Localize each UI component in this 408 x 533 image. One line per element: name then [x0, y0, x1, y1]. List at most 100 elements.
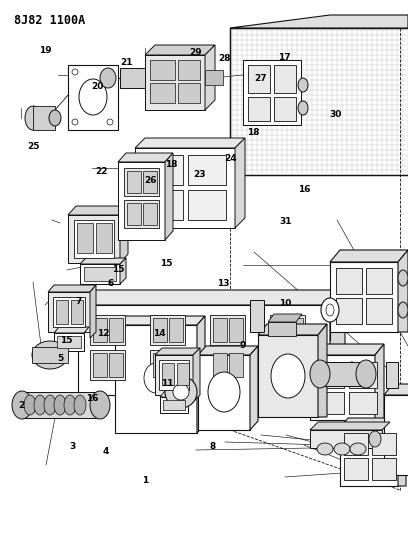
Bar: [188, 190, 226, 220]
Text: 4: 4: [102, 448, 109, 456]
Bar: [93, 318, 107, 342]
Bar: [32, 347, 68, 363]
Bar: [124, 200, 159, 228]
Text: 14: 14: [153, 329, 165, 337]
Bar: [273, 353, 287, 377]
Ellipse shape: [79, 79, 107, 115]
Bar: [386, 362, 398, 388]
Bar: [124, 168, 159, 196]
Bar: [330, 262, 398, 332]
Polygon shape: [80, 258, 126, 264]
Ellipse shape: [72, 69, 78, 75]
Bar: [289, 318, 303, 342]
Polygon shape: [230, 28, 408, 175]
Ellipse shape: [350, 443, 366, 455]
Ellipse shape: [32, 341, 68, 369]
Bar: [68, 215, 120, 263]
Bar: [71, 300, 83, 324]
Polygon shape: [48, 285, 96, 292]
Text: 15: 15: [160, 260, 172, 268]
Ellipse shape: [144, 363, 168, 393]
Polygon shape: [250, 346, 258, 430]
Polygon shape: [118, 153, 173, 162]
Bar: [169, 353, 183, 377]
Text: 18: 18: [247, 128, 259, 136]
Bar: [366, 298, 392, 324]
Ellipse shape: [398, 270, 408, 286]
Bar: [143, 203, 157, 225]
Bar: [320, 362, 366, 386]
Bar: [145, 190, 183, 220]
Bar: [160, 397, 188, 413]
Text: 16: 16: [298, 185, 310, 193]
Bar: [109, 318, 123, 342]
Bar: [372, 433, 396, 455]
Bar: [115, 325, 197, 433]
Bar: [273, 318, 287, 342]
Polygon shape: [120, 258, 126, 284]
Text: 15: 15: [60, 336, 73, 344]
Bar: [120, 68, 145, 88]
Bar: [250, 300, 264, 332]
Ellipse shape: [100, 68, 116, 88]
Bar: [150, 60, 175, 80]
Text: 17: 17: [278, 53, 290, 62]
Bar: [310, 355, 375, 420]
Bar: [349, 392, 377, 414]
Bar: [316, 362, 344, 388]
Text: 22: 22: [96, 167, 108, 176]
Bar: [159, 360, 189, 390]
Polygon shape: [198, 346, 258, 355]
Polygon shape: [330, 290, 345, 395]
Ellipse shape: [54, 395, 66, 415]
Polygon shape: [155, 348, 200, 355]
Ellipse shape: [208, 372, 240, 412]
Ellipse shape: [25, 106, 41, 130]
Bar: [268, 322, 296, 336]
Bar: [213, 318, 227, 342]
Polygon shape: [193, 348, 200, 402]
Text: 3: 3: [69, 442, 76, 451]
Polygon shape: [145, 45, 215, 55]
Ellipse shape: [107, 119, 113, 125]
Polygon shape: [398, 418, 406, 486]
Bar: [127, 171, 141, 193]
Polygon shape: [115, 316, 205, 325]
Bar: [248, 97, 270, 121]
Ellipse shape: [107, 69, 113, 75]
Polygon shape: [268, 314, 302, 322]
Bar: [270, 315, 305, 345]
Text: 29: 29: [190, 48, 202, 56]
Bar: [145, 55, 205, 110]
Text: 16: 16: [86, 394, 98, 403]
Bar: [310, 430, 382, 448]
Text: 26: 26: [145, 176, 157, 184]
Bar: [258, 335, 318, 417]
Bar: [163, 400, 185, 410]
Polygon shape: [318, 324, 327, 417]
Bar: [336, 268, 362, 294]
Text: 30: 30: [329, 110, 341, 119]
Ellipse shape: [34, 395, 46, 415]
Polygon shape: [165, 153, 173, 240]
Bar: [150, 83, 175, 103]
Bar: [78, 305, 330, 395]
Text: 2: 2: [18, 401, 24, 410]
Bar: [150, 350, 185, 380]
Text: 25: 25: [27, 142, 40, 151]
Ellipse shape: [271, 354, 305, 398]
Bar: [229, 318, 243, 342]
Bar: [127, 203, 141, 225]
Bar: [178, 83, 200, 103]
Text: 8J82 1100A: 8J82 1100A: [14, 14, 85, 27]
Polygon shape: [235, 138, 245, 228]
Polygon shape: [375, 344, 384, 420]
Polygon shape: [54, 327, 89, 333]
Ellipse shape: [24, 395, 36, 415]
Bar: [372, 458, 396, 480]
Ellipse shape: [12, 391, 32, 419]
Text: 1: 1: [142, 477, 148, 485]
Bar: [344, 433, 368, 455]
Bar: [48, 292, 90, 332]
Text: 19: 19: [40, 46, 52, 55]
